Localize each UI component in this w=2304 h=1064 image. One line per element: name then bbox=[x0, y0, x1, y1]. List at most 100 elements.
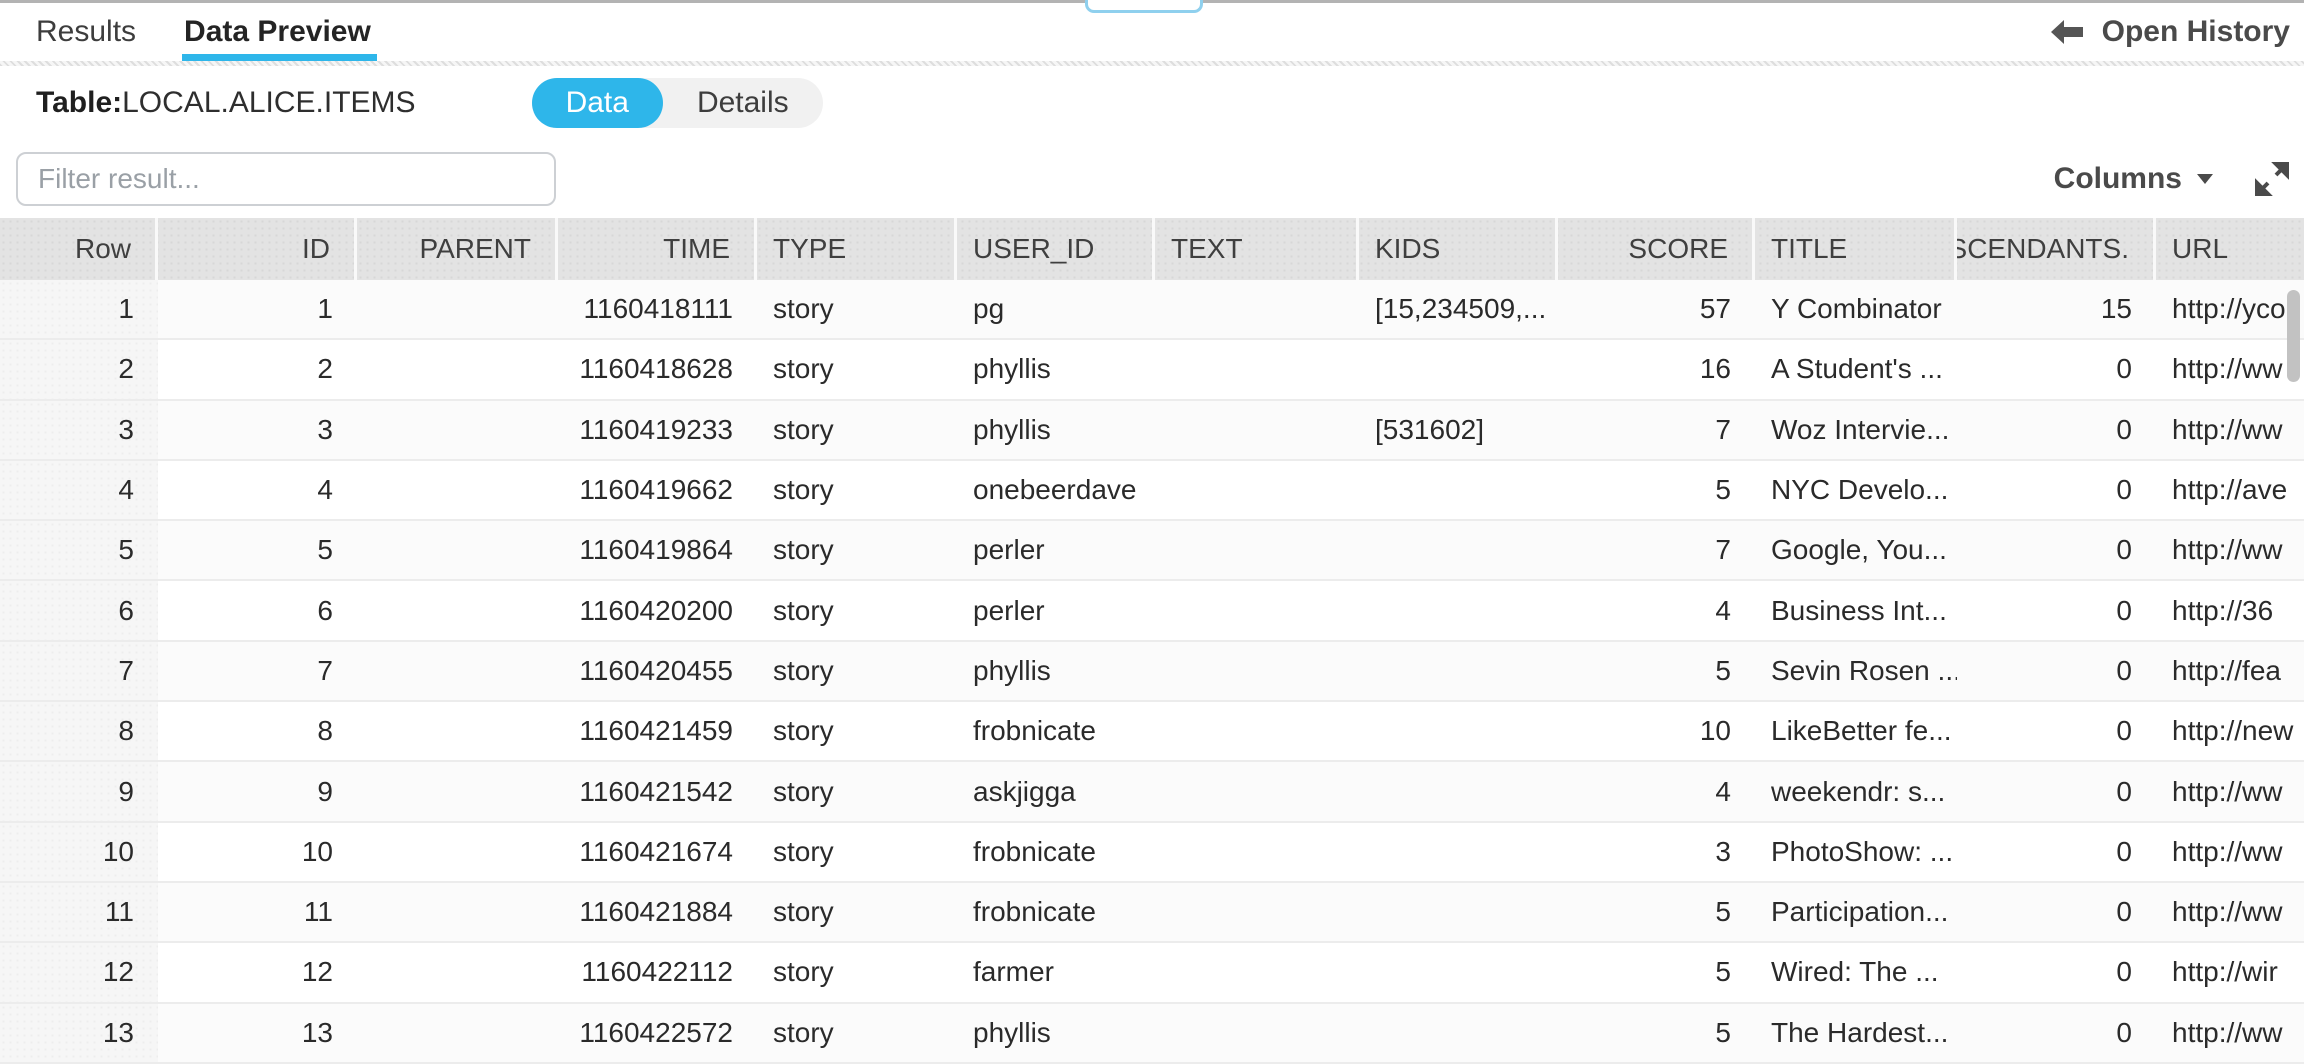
filter-input[interactable] bbox=[16, 152, 556, 206]
grid-cell: 7 bbox=[1715, 413, 1731, 445]
grid-cell: 15 bbox=[2100, 293, 2132, 325]
table-row[interactable]: 7 7 1160420455 story phyllis 5 Sevin Rosen ...… bbox=[0, 641, 2304, 703]
grid-cell bbox=[1155, 762, 1359, 820]
grid-cell: 4 bbox=[1715, 775, 1731, 807]
grid-cell: frobnicate bbox=[973, 896, 1096, 928]
grid-cell: 7 bbox=[1715, 534, 1731, 566]
grid-cell: http://36 bbox=[2172, 594, 2274, 626]
grid-cell: LikeBetter fe... bbox=[1771, 715, 1952, 747]
header-cell-user-id[interactable]: USER_ID bbox=[957, 218, 1155, 280]
table-name: LOCAL.ALICE.ITEMS bbox=[122, 86, 416, 119]
table-row[interactable]: 3 3 1160419233 story phyllis [531602] 7 Woz Int… bbox=[0, 400, 2304, 461]
table-row[interactable]: 5 5 1160419864 story perler 7 Google, You... 0 h… bbox=[0, 521, 2304, 582]
header-cell-time[interactable]: TIME bbox=[558, 218, 757, 280]
grid-cell bbox=[1155, 401, 1359, 459]
header-cell-kids[interactable]: KIDS bbox=[1359, 218, 1558, 280]
row-number-cell: 10 bbox=[0, 822, 158, 881]
grid-cell: 1160419864 bbox=[579, 534, 733, 566]
grid-cell: A Student's ... bbox=[1771, 353, 1943, 385]
caret-down-icon bbox=[2196, 173, 2214, 185]
grid-cell bbox=[1359, 943, 1558, 1001]
table-row[interactable]: 12 12 1160422112 story farmer 5 Wired: The ...… bbox=[0, 943, 2304, 1004]
open-history-button[interactable]: Open History bbox=[2050, 15, 2290, 49]
grid-cell: http://fea bbox=[2172, 654, 2281, 686]
grid-cell: perler bbox=[973, 594, 1045, 626]
grid-cell: http://yco bbox=[2172, 293, 2286, 325]
grid-cell: 1160421674 bbox=[579, 835, 733, 867]
section-divider bbox=[0, 61, 2304, 66]
grid-cell bbox=[1359, 823, 1558, 881]
open-history-label: Open History bbox=[2101, 15, 2290, 48]
grid-cell: perler bbox=[973, 534, 1045, 566]
header-row: Row ID PARENT TIME TYPE USER_ID TEXT KIDS SCORE T… bbox=[0, 218, 2304, 280]
grid-cell: 12 bbox=[301, 956, 333, 988]
header-cell-title[interactable]: TITLE bbox=[1755, 218, 1957, 280]
expand-button[interactable] bbox=[2254, 161, 2290, 197]
table-row[interactable]: 1 1 1160418111 story pg [15,234509,... 57 Y Com… bbox=[0, 280, 2304, 341]
grid-cell: 3 bbox=[317, 413, 333, 445]
tab-results[interactable]: Results bbox=[36, 15, 137, 48]
grid-cell: 1160418111 bbox=[583, 293, 734, 325]
grid-cell: story bbox=[773, 775, 834, 807]
header-cell-url[interactable]: URL bbox=[2172, 233, 2229, 264]
grid-cell bbox=[357, 1004, 558, 1062]
grid-cell: weekendr: s... bbox=[1771, 775, 1946, 807]
segment-data[interactable]: Data bbox=[531, 78, 663, 128]
table-row[interactable]: 10 10 1160421674 story frobnicate 3 PhotoShow:… bbox=[0, 822, 2304, 883]
grid-cell: http://wir bbox=[2172, 956, 2278, 988]
grid-cell: 0 bbox=[2116, 1016, 2132, 1048]
vertical-scrollbar-thumb[interactable] bbox=[2287, 290, 2300, 382]
expand-icon bbox=[2254, 161, 2290, 197]
row-number-cell: 9 bbox=[0, 762, 158, 821]
grid-cell bbox=[1155, 280, 1359, 338]
table-row[interactable]: 9 9 1160421542 story askjigga 4 weekendr: s...… bbox=[0, 762, 2304, 823]
grid-cell: 1 bbox=[317, 293, 333, 325]
table-title-prefix: Table: bbox=[36, 86, 123, 119]
row-number-cell: 11 bbox=[0, 882, 158, 942]
row-number-cell: 7 bbox=[0, 641, 158, 701]
grid-cell: 1160420200 bbox=[579, 594, 733, 626]
table-row[interactable]: 8 8 1160421459 story frobnicate 10 LikeBetter … bbox=[0, 702, 2304, 763]
grid-cell: 1160419233 bbox=[579, 413, 733, 445]
grid-cell bbox=[1155, 340, 1359, 398]
row-number-cell: 2 bbox=[0, 340, 158, 399]
header-cell-score[interactable]: SCORE bbox=[1558, 218, 1755, 280]
grid-cell: [531602] bbox=[1375, 413, 1484, 445]
grid-cell: NYC Develo... bbox=[1771, 474, 1949, 506]
grid-cell: 4 bbox=[1715, 594, 1731, 626]
row-number-cell: 13 bbox=[0, 1003, 158, 1062]
grid-cell: 16 bbox=[1699, 353, 1731, 385]
grid-cell: 57 bbox=[1699, 293, 1731, 325]
columns-button[interactable]: Columns bbox=[2054, 162, 2214, 196]
table-row[interactable]: 11 11 1160421884 story frobnicate 5 Participat… bbox=[0, 882, 2304, 944]
grid-cell: Google, You... bbox=[1771, 534, 1947, 566]
table-row[interactable]: 4 4 1160419662 story onebeerdave 5 NYC Develo.… bbox=[0, 460, 2304, 522]
grid-cell: pg bbox=[973, 293, 1005, 325]
header-cell-type[interactable]: TYPE bbox=[757, 218, 957, 280]
table-row[interactable]: 6 6 1160420200 story perler 4 Business Int... 0… bbox=[0, 581, 2304, 642]
grid-cell bbox=[1155, 461, 1359, 519]
grid-cell bbox=[1359, 581, 1558, 639]
grid-cell: 0 bbox=[2116, 835, 2132, 867]
header-cell-parent[interactable]: PARENT bbox=[357, 218, 558, 280]
grid-cell: story bbox=[773, 715, 834, 747]
grid-inner: Row ID PARENT TIME TYPE USER_ID TEXT KIDS SCORE T… bbox=[0, 218, 2304, 1064]
grid-cell: phyllis bbox=[973, 353, 1051, 385]
grid-cell: 10 bbox=[1699, 715, 1731, 747]
grid-cell: 8 bbox=[317, 715, 333, 747]
grid-cell: 1160421884 bbox=[579, 896, 733, 928]
grid-cell: 2 bbox=[317, 353, 333, 385]
grid-cell: phyllis bbox=[973, 413, 1051, 445]
row-number-cell: 5 bbox=[0, 521, 158, 580]
header-cell-row[interactable]: Row bbox=[0, 218, 158, 280]
header-cell-descendants-[interactable]: DESCENDANTS. bbox=[1957, 218, 2156, 280]
grid-cell: http://ww bbox=[2172, 353, 2283, 385]
header-cell-text[interactable]: TEXT bbox=[1155, 218, 1359, 280]
grid-cell: 1160418628 bbox=[579, 353, 733, 385]
grid-cell: 0 bbox=[2116, 654, 2132, 686]
table-row[interactable]: 2 2 1160418628 story phyllis 16 A Student's ..… bbox=[0, 340, 2304, 401]
tab-data-preview[interactable]: Data Preview bbox=[182, 3, 377, 61]
header-cell-id[interactable]: ID bbox=[158, 218, 357, 280]
table-row[interactable]: 13 13 1160422572 story phyllis 5 The Hardest..… bbox=[0, 1003, 2304, 1064]
segment-details[interactable]: Details bbox=[696, 86, 789, 119]
